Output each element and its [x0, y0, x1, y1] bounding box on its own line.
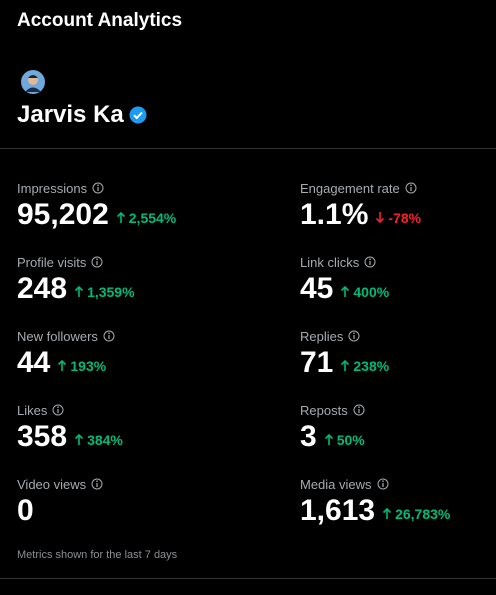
metric-label-row: Profile visits [17, 254, 207, 270]
metric-change-value: 2,554% [128, 209, 177, 226]
divider [0, 148, 496, 149]
metric-card: Engagement rate 1.1% -78% [300, 180, 490, 232]
avatar [21, 70, 45, 94]
info-icon [353, 404, 365, 416]
metric-card: Likes 358 384% [17, 402, 207, 454]
metric-value-row: 358 384% [17, 420, 207, 454]
metric-value: 248 [17, 272, 68, 305]
profile-header: Jarvis Ka [17, 101, 148, 129]
info-icon [91, 256, 103, 268]
metric-value-row: 95,202 2,554% [17, 198, 207, 232]
metric-change: 238% [340, 358, 389, 374]
metric-change: -78% [375, 210, 421, 226]
metric-value-row: 1.1% -78% [300, 198, 490, 232]
metric-card: New followers 44 193% [17, 328, 207, 380]
metric-change-value: -78% [388, 209, 422, 226]
metric-label-row: New followers [17, 328, 207, 344]
metric-label-row: Replies [300, 328, 490, 344]
metric-card: Replies 71 238% [300, 328, 490, 380]
metric-label: Media views [300, 476, 372, 492]
metric-value-row: 1,613 26,783% [300, 494, 490, 528]
metric-value-row: 71 238% [300, 346, 490, 380]
info-icon [364, 256, 376, 268]
metric-card: Profile visits 248 1,359% [17, 254, 207, 306]
info-icon [377, 478, 389, 490]
info-icon [92, 182, 104, 194]
metric-label: Replies [300, 328, 344, 344]
metric-label-row: Link clicks [300, 254, 490, 270]
metric-change-value: 1,359% [87, 283, 135, 300]
metric-card: Link clicks 45 400% [300, 254, 490, 306]
metric-change-value: 400% [353, 283, 390, 300]
metric-change: 50% [324, 432, 365, 448]
metric-card: Reposts 3 50% [300, 402, 490, 454]
metric-label: Video views [17, 476, 87, 492]
metric-change: 193% [57, 358, 106, 374]
metric-label: Link clicks [300, 254, 360, 270]
change-arrow [58, 359, 67, 371]
metric-value: 1,613 [300, 494, 376, 527]
page-title: Account Analytics [17, 10, 183, 31]
metric-label: Profile visits [17, 254, 87, 270]
metric-value: 95,202 [17, 198, 109, 231]
change-arrow [376, 212, 385, 224]
metric-change: 1,359% [74, 283, 135, 300]
metric-value: 0 [17, 494, 34, 527]
change-arrow [383, 507, 392, 519]
info-icon [52, 404, 64, 416]
change-arrow [74, 285, 84, 297]
metric-label-row: Likes [17, 402, 207, 418]
metric-value-row: 248 1,359% [17, 272, 207, 306]
metric-label: New followers [17, 328, 98, 344]
change-arrow [341, 359, 350, 371]
metric-change-value: 26,783% [395, 505, 451, 522]
metric-change-value: 238% [353, 357, 390, 374]
info-icon [103, 330, 115, 342]
metric-label-row: Video views [17, 476, 207, 492]
metric-change: 384% [74, 432, 123, 448]
metric-label-row: Engagement rate [300, 180, 490, 196]
metric-change-value: 193% [70, 357, 107, 374]
metric-value-row: 0 [17, 494, 207, 528]
metric-card: Impressions 95,202 2,554% [17, 180, 207, 232]
metric-value-row: 3 50% [300, 420, 490, 454]
profile-name: Jarvis Ka [17, 101, 124, 128]
divider [0, 578, 496, 579]
metric-value: 71 [300, 346, 334, 379]
change-arrow [74, 433, 84, 445]
metric-value-row: 44 193% [17, 346, 207, 380]
metric-value: 3 [300, 420, 317, 453]
metric-label: Engagement rate [300, 180, 400, 196]
metric-label-row: Media views [300, 476, 490, 492]
metric-value: 44 [17, 346, 51, 379]
metric-change-value: 50% [336, 431, 365, 448]
metric-card: Video views 0 [17, 476, 207, 528]
info-icon [405, 182, 417, 194]
metric-label: Likes [17, 402, 48, 418]
metric-label: Reposts [300, 402, 348, 418]
verified-badge [129, 106, 147, 124]
metric-change-value: 384% [87, 431, 123, 448]
metric-change: 400% [340, 284, 389, 300]
metric-value-row: 45 400% [300, 272, 490, 306]
change-arrow [324, 433, 333, 445]
metric-value: 45 [300, 272, 334, 305]
metric-label-row: Impressions [17, 180, 207, 196]
info-icon [91, 478, 103, 490]
change-arrow [341, 285, 350, 297]
metric-label: Impressions [17, 180, 88, 196]
metric-label-row: Reposts [300, 402, 490, 418]
footer-note: Metrics shown for the last 7 days [17, 549, 178, 561]
metric-card: Media views 1,613 26,783% [300, 476, 490, 528]
metric-value: 1.1% [300, 198, 369, 231]
metric-change: 26,783% [382, 506, 450, 522]
change-arrow [116, 211, 125, 223]
metric-value: 358 [17, 420, 68, 453]
info-icon [348, 330, 360, 342]
metric-change: 2,554% [116, 210, 176, 226]
